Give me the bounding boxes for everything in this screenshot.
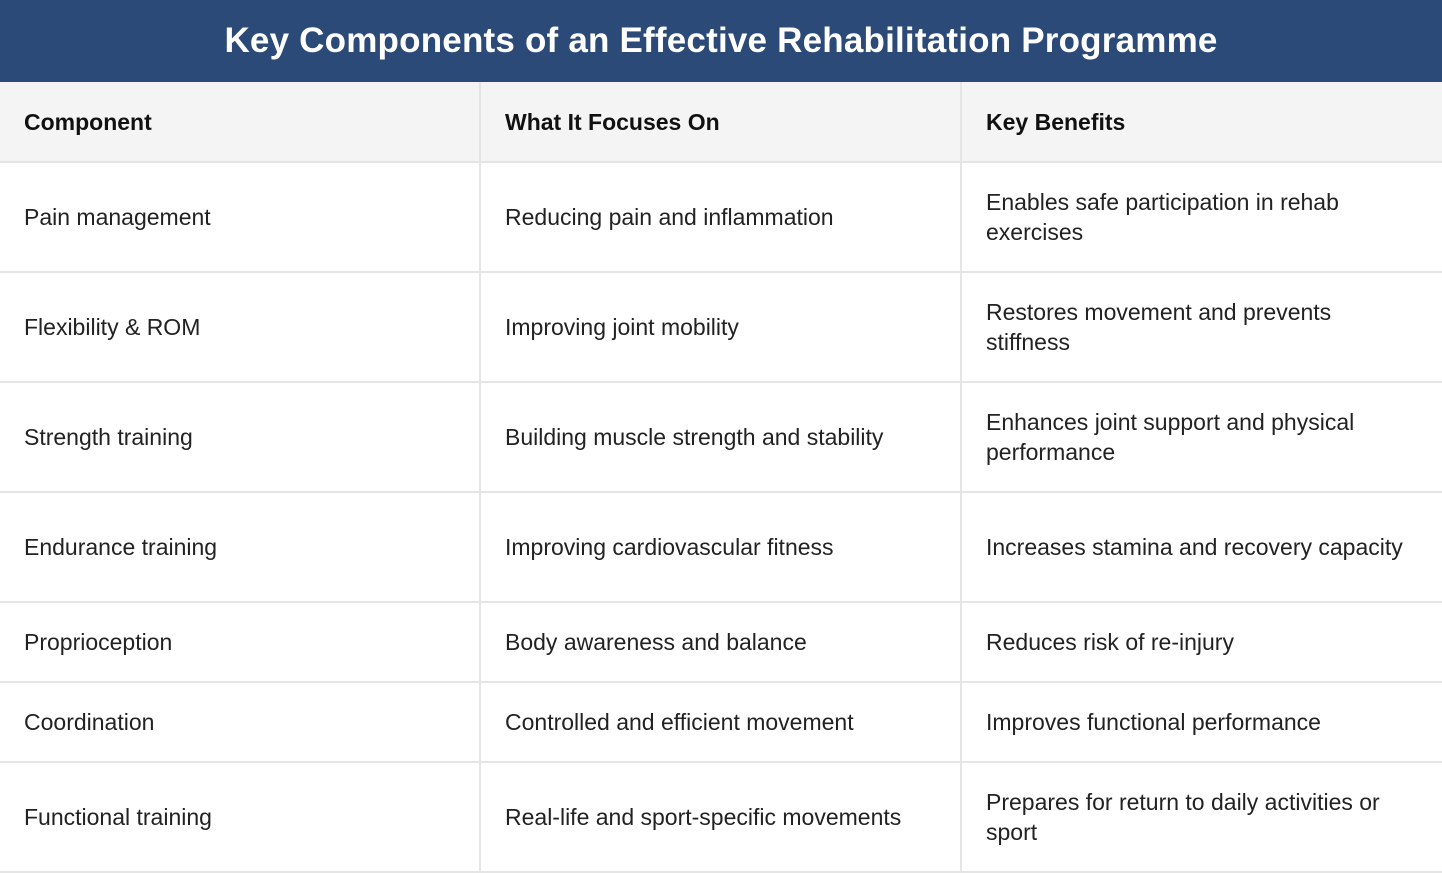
- cell-focus: Real-life and sport-specific movements: [479, 761, 962, 873]
- cell-component: Flexibility & ROM: [0, 271, 481, 383]
- cell-focus: Building muscle strength and stability: [479, 381, 962, 493]
- cell-benefits: Improves functional performance: [960, 681, 1442, 763]
- table-row: Proprioception Body awareness and balanc…: [0, 601, 1442, 683]
- cell-benefits: Enhances joint support and physical perf…: [960, 381, 1442, 493]
- cell-component: Proprioception: [0, 601, 481, 683]
- cell-component: Endurance training: [0, 491, 481, 603]
- table-header-row: Component What It Focuses On Key Benefit…: [0, 82, 1442, 163]
- table-row: Functional training Real-life and sport-…: [0, 761, 1442, 873]
- table-row: Pain management Reducing pain and inflam…: [0, 161, 1442, 273]
- table-row: Strength training Building muscle streng…: [0, 381, 1442, 493]
- table-row: Endurance training Improving cardiovascu…: [0, 491, 1442, 603]
- table-row: Coordination Controlled and efficient mo…: [0, 681, 1442, 763]
- cell-component: Strength training: [0, 381, 481, 493]
- cell-focus: Body awareness and balance: [479, 601, 962, 683]
- cell-benefits: Reduces risk of re-injury: [960, 601, 1442, 683]
- cell-component: Pain management: [0, 161, 481, 273]
- header-focus: What It Focuses On: [479, 82, 962, 163]
- header-component: Component: [0, 82, 481, 163]
- cell-focus: Improving cardiovascular fitness: [479, 491, 962, 603]
- rehabilitation-components-table: Component What It Focuses On Key Benefit…: [0, 82, 1442, 873]
- cell-component: Coordination: [0, 681, 481, 763]
- cell-focus: Reducing pain and inflammation: [479, 161, 962, 273]
- table-row: Flexibility & ROM Improving joint mobili…: [0, 271, 1442, 383]
- cell-focus: Controlled and efficient movement: [479, 681, 962, 763]
- header-benefits: Key Benefits: [960, 82, 1442, 163]
- cell-benefits: Increases stamina and recovery capacity: [960, 491, 1442, 603]
- cell-benefits: Enables safe participation in rehab exer…: [960, 161, 1442, 273]
- page-title: Key Components of an Effective Rehabilit…: [0, 0, 1442, 82]
- cell-component: Functional training: [0, 761, 481, 873]
- cell-benefits: Restores movement and prevents stiffness: [960, 271, 1442, 383]
- cell-focus: Improving joint mobility: [479, 271, 962, 383]
- cell-benefits: Prepares for return to daily activities …: [960, 761, 1442, 873]
